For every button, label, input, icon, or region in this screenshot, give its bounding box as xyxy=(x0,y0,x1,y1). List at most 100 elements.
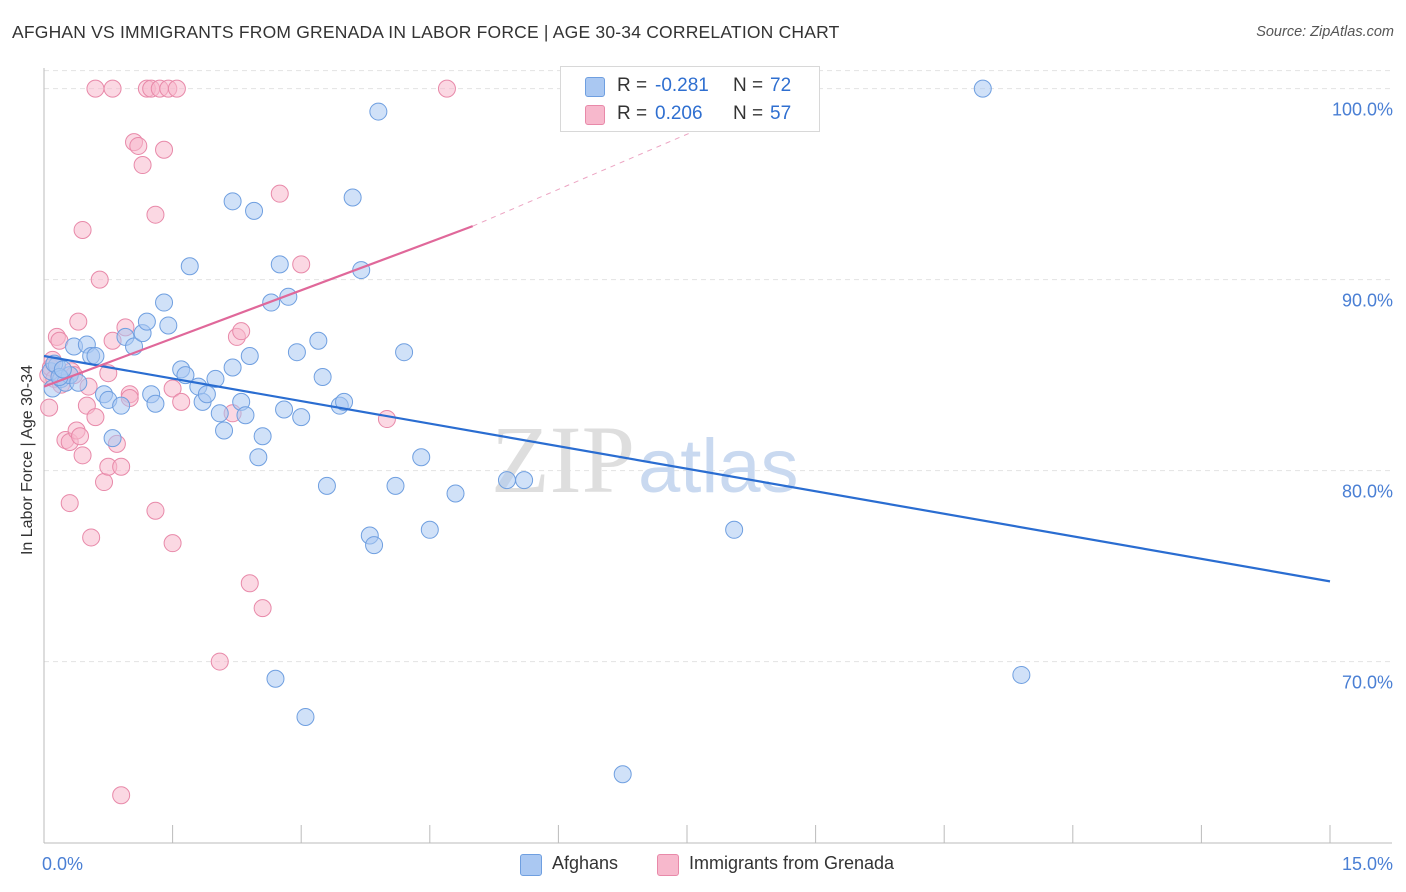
afghans-point xyxy=(146,394,165,413)
grenada-point xyxy=(146,205,165,224)
afghans-point xyxy=(155,293,174,312)
grenada-point xyxy=(163,379,182,398)
grenada-point xyxy=(82,528,101,547)
legend-n-value: 72 xyxy=(770,75,792,96)
afghans-trend-line xyxy=(43,354,1331,583)
afghans-point xyxy=(215,421,234,440)
grenada-swatch-icon xyxy=(585,105,605,125)
legend-r-value: 0.206 xyxy=(655,103,703,124)
legend-n-value: 57 xyxy=(770,103,792,124)
legend-n-label: N = xyxy=(733,75,764,96)
afghans-point xyxy=(210,404,229,423)
grenada-point xyxy=(71,427,90,446)
afghans-point xyxy=(335,392,354,411)
afghans-point xyxy=(313,368,332,387)
grenada-point xyxy=(146,501,165,520)
legend-r-value: -0.281 xyxy=(655,75,709,96)
afghans-swatch-icon xyxy=(585,77,605,97)
grenada-point xyxy=(253,599,272,618)
afghans-point xyxy=(343,188,362,207)
grenada-points xyxy=(39,79,456,805)
afghans-legend-label: Afghans xyxy=(552,853,619,873)
grenada-point xyxy=(163,534,182,553)
afghans-point xyxy=(292,408,311,427)
y-tick-label: 90.0% xyxy=(1342,291,1393,311)
afghans-point xyxy=(223,358,242,377)
afghans-point xyxy=(317,476,336,495)
grenada-point xyxy=(86,79,105,98)
source-label: Source: ZipAtlas.com xyxy=(1256,24,1394,40)
afghans-point xyxy=(86,347,105,366)
afghans-point xyxy=(253,427,272,446)
grenada-point xyxy=(95,473,114,492)
afghans-point xyxy=(245,201,264,220)
grid-lines xyxy=(44,70,1392,663)
afghans-point xyxy=(180,257,199,276)
chart-title: AFGHAN VS IMMIGRANTS FROM GRENADA IN LAB… xyxy=(12,22,840,42)
legend-row-afghans: R = -0.281 N = 72 xyxy=(561,73,819,101)
afghans-point xyxy=(275,400,294,419)
afghans-point xyxy=(240,347,259,366)
grenada-point xyxy=(292,255,311,274)
afghans-point xyxy=(369,102,388,121)
grenada-point xyxy=(172,392,191,411)
afghans-point xyxy=(309,331,328,350)
afghans-point xyxy=(112,396,131,415)
legend-r-label: R = xyxy=(617,103,648,124)
grenada-point xyxy=(112,457,131,476)
afghans-point xyxy=(270,255,289,274)
tick-labels: 100.0% 90.0% 80.0% 70.0% 0.0% 15.0% xyxy=(42,100,1393,874)
afghans-point xyxy=(446,484,465,503)
grenada-point xyxy=(73,220,92,239)
afghans-point xyxy=(53,360,72,379)
afghans-point xyxy=(197,385,216,404)
grenada-point xyxy=(377,410,396,429)
axes xyxy=(43,68,1392,844)
grenada-point xyxy=(69,312,88,331)
grenada-point xyxy=(155,140,174,159)
afghans-point xyxy=(613,765,632,784)
afghans-point xyxy=(365,536,384,555)
grenada-point xyxy=(90,270,109,289)
watermark-zip: ZIP xyxy=(491,406,635,513)
afghans-point xyxy=(386,476,405,495)
y-tick-label: 100.0% xyxy=(1332,100,1393,120)
grenada-point xyxy=(60,494,79,513)
afghans-legend-icon xyxy=(520,854,542,876)
y-tick-label: 70.0% xyxy=(1342,673,1393,693)
series-legend: Afghans Immigrants from Grenada xyxy=(0,852,1406,878)
grenada-point xyxy=(270,184,289,203)
afghans-point xyxy=(223,192,242,211)
grenada-point xyxy=(86,408,105,427)
afghans-point xyxy=(159,316,178,335)
grenada-point xyxy=(129,136,148,155)
grenada-point xyxy=(103,79,122,98)
grenada-trend-line xyxy=(43,225,474,388)
afghans-point xyxy=(137,312,156,331)
grenada-point xyxy=(210,652,229,671)
afghans-point xyxy=(287,343,306,362)
grenada-point xyxy=(167,79,186,98)
afghans-point xyxy=(725,520,744,539)
correlation-legend: R = -0.281 N = 72 R = 0.206 N = 57 xyxy=(560,66,820,132)
legend-row-grenada: R = 0.206 N = 57 xyxy=(561,101,819,129)
grenada-point xyxy=(232,322,251,341)
grenada-point xyxy=(437,79,456,98)
grenada-point xyxy=(73,446,92,465)
afghans-point xyxy=(420,520,439,539)
grenada-point xyxy=(40,398,59,417)
grenada-point xyxy=(112,786,131,805)
grenada-point xyxy=(240,574,259,593)
afghans-point xyxy=(973,79,992,98)
afghans-point xyxy=(497,471,516,490)
afghans-point xyxy=(236,406,255,425)
afghans-point xyxy=(412,448,431,467)
afghans-point xyxy=(1012,665,1031,684)
grenada-legend-icon xyxy=(657,854,679,876)
legend-r-label: R = xyxy=(617,75,648,96)
y-tick-label: 80.0% xyxy=(1342,482,1393,502)
grenada-point xyxy=(133,156,152,175)
x-tick-label: 15.0% xyxy=(1342,854,1393,874)
afghans-point xyxy=(395,343,414,362)
